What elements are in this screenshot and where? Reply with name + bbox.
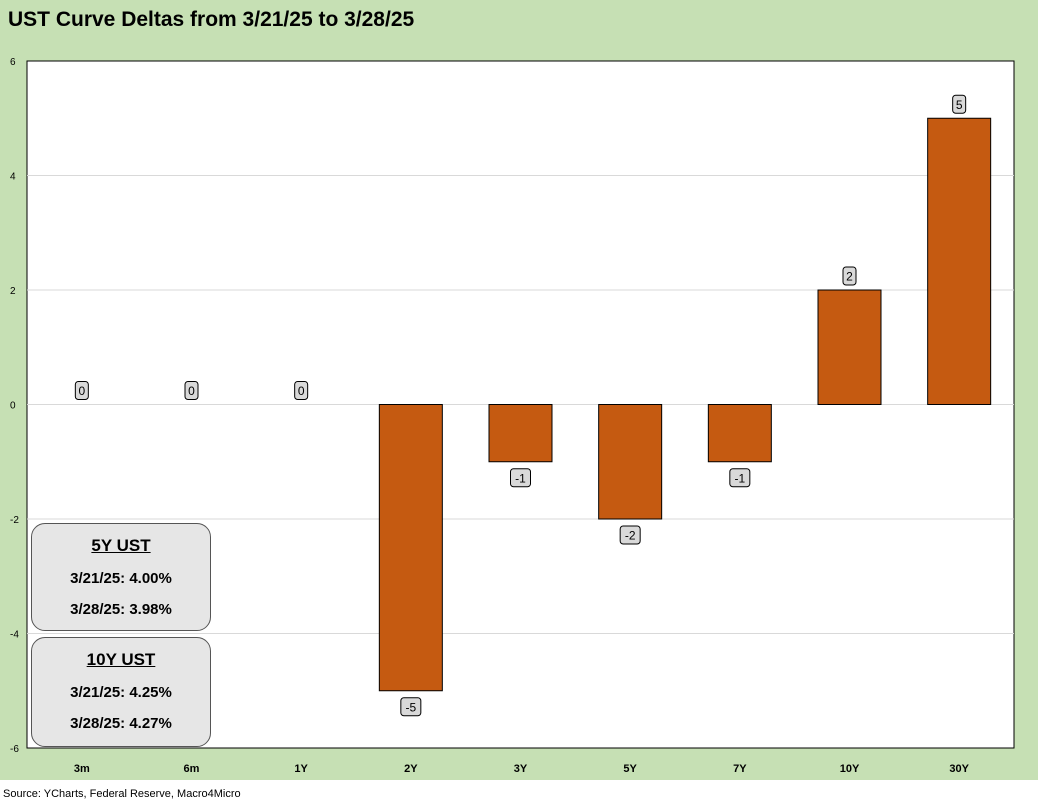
chart-title: UST Curve Deltas from 3/21/25 to 3/28/25 [8,8,415,31]
data-label-box [74,381,89,400]
data-label-text: -5 [405,700,416,714]
bar-3y [488,404,553,463]
x-tick-label: 7Y [733,763,747,775]
y-tick-label: 4 [10,172,16,183]
data-label-text: 2 [846,270,853,284]
data-label-text: 0 [298,384,305,398]
chart-frame: 6 4 2 0 -2 -4 -6 0 0 0 -5 -1 -2 -1 2 5 3m 6m 1Y 2Y 3Y 5Y 7Y 1… [0,40,1038,780]
data-label-1y: 0 [294,381,309,400]
data-label-text: -1 [734,471,745,485]
info-box-10y-line2: 3/28/25: 4.27% [70,715,172,732]
x-tick-label: 1Y [294,763,308,775]
y-tick-label: 0 [10,401,16,412]
bar-5y [598,404,663,520]
bar-10y [817,289,882,405]
data-label-text: 0 [78,384,85,398]
y-tick-label: -2 [10,515,19,526]
bar-30y [927,117,992,405]
info-box-10y-line1: 3/21/25: 4.25% [70,684,172,701]
bars [378,117,992,692]
info-box-10y-ust: 10Y UST 3/21/25: 4.25% 3/28/25: 4.27% [31,637,211,747]
data-label-2y: -5 [400,697,422,717]
data-label-text: 0 [188,384,195,398]
y-tick-label: -6 [10,744,19,755]
source-note: Source: YCharts, Federal Reserve, Macro4… [3,788,241,800]
data-label-box [400,697,422,717]
data-label-text: 5 [956,98,963,112]
data-label-box [729,468,751,488]
bar-7y [707,404,772,463]
data-label-text: -1 [515,471,526,485]
data-label-box [510,468,531,488]
data-label-7y: -1 [729,468,751,488]
y-axis-tick-labels: 6 4 2 0 -2 -4 -6 [10,57,19,755]
data-label-6m: 0 [184,381,199,400]
info-box-5y-ust: 5Y UST 3/21/25: 4.00% 3/28/25: 3.98% [31,523,211,631]
y-tick-label: 6 [10,57,16,68]
bar-2y [378,404,443,692]
info-box-10y-title: 10Y UST [86,650,156,669]
data-label-box [294,381,309,400]
data-label-10y: 2 [842,266,857,286]
x-tick-label: 30Y [949,763,969,775]
data-label-box [952,94,967,114]
y-tick-label: -4 [10,630,19,641]
x-tick-label: 2Y [404,763,418,775]
data-label-30y: 5 [952,94,967,114]
data-label-3y: -1 [510,468,531,488]
x-tick-label: 10Y [840,763,860,775]
y-tick-label: 2 [10,286,16,297]
data-label-3m: 0 [74,381,89,400]
info-box-5y-line2: 3/28/25: 3.98% [70,601,172,618]
x-tick-label: 3m [74,763,90,775]
title-bar: UST Curve Deltas from 3/21/25 to 3/28/25 [0,0,1038,40]
bar-chart: 6 4 2 0 -2 -4 -6 0 0 0 -5 -1 -2 -1 2 5 3m 6m 1Y 2Y 3Y 5Y 7Y 1… [10,57,1015,775]
x-tick-label: 5Y [623,763,637,775]
info-box-5y-title: 5Y UST [91,536,151,555]
data-label-text: -2 [625,529,636,543]
x-tick-label: 6m [184,763,200,775]
data-labels: 0 0 0 -5 -1 -2 -1 2 5 [74,94,967,717]
data-label-box [184,381,199,400]
x-tick-label: 3Y [514,763,528,775]
data-label-box [842,266,857,286]
data-label-5y: -2 [619,525,641,545]
data-label-box [619,525,641,545]
info-box-5y-line1: 3/21/25: 4.00% [70,570,172,587]
x-axis-tick-labels: 3m 6m 1Y 2Y 3Y 5Y 7Y 10Y 30Y [74,763,970,775]
